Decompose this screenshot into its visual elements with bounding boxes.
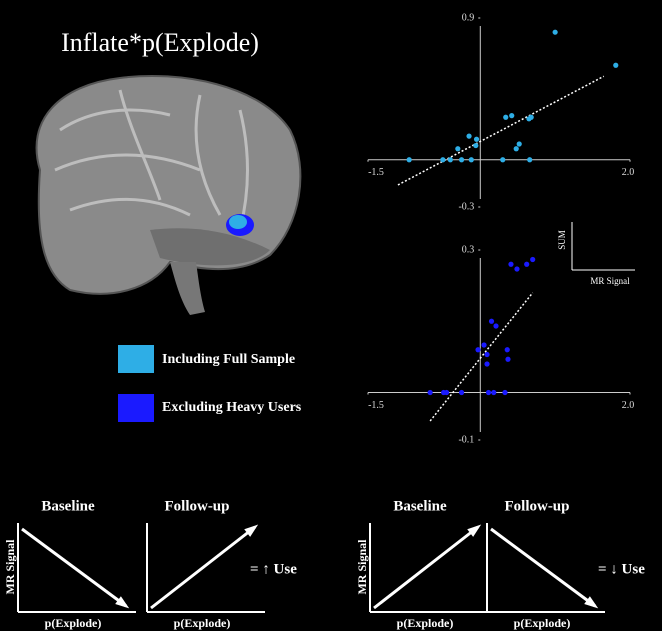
legend-swatch (118, 345, 154, 373)
point (505, 347, 510, 352)
schematic-ylabel: MR Signal (3, 539, 17, 595)
schematic-ylabel: MR Signal (355, 539, 369, 595)
point (455, 146, 460, 151)
point (491, 390, 496, 395)
y-tick-label: 0.9 (462, 12, 475, 23)
point (448, 157, 453, 162)
legend-label: Including Full Sample (162, 352, 295, 367)
point (469, 157, 474, 162)
point (502, 390, 507, 395)
schematic-xlabel: p(Explode) (45, 616, 102, 630)
figure: Inflate*p(Explode) Including Full Sample… (0, 0, 662, 631)
point (486, 390, 491, 395)
legend-swatch (118, 394, 154, 422)
point (493, 323, 498, 328)
point (508, 262, 513, 267)
point (484, 361, 489, 366)
point (466, 134, 471, 139)
point (484, 352, 489, 357)
x-tick-label: 2.0 (622, 400, 635, 411)
point (481, 342, 486, 347)
point (514, 266, 519, 271)
legend-label: Excluding Heavy Users (162, 400, 302, 415)
schematic-xlabel: p(Explode) (514, 616, 571, 630)
schematic-result: = ↑ Use (250, 561, 297, 577)
point (500, 157, 505, 162)
point (613, 63, 618, 68)
point (475, 347, 480, 352)
schematic-xlabel: p(Explode) (397, 616, 454, 630)
x-tick-label: -1.5 (368, 167, 384, 178)
point (514, 146, 519, 151)
y-tick-label: -0.1 (458, 434, 474, 445)
point (489, 319, 494, 324)
point (459, 157, 464, 162)
point (503, 115, 508, 120)
point (509, 113, 514, 118)
point (529, 115, 534, 120)
point (517, 141, 522, 146)
x-tick-label: -1.5 (368, 400, 384, 411)
schematic-title: Baseline (41, 498, 95, 514)
point (474, 137, 479, 142)
inset-xlabel: MR Signal (590, 276, 630, 286)
schematic-title: Follow-up (504, 498, 569, 514)
y-tick-label: -0.3 (458, 201, 474, 212)
schematic-title: Follow-up (164, 498, 229, 514)
x-tick-label: 2.0 (622, 167, 635, 178)
figure-title: Inflate*p(Explode) (61, 28, 259, 57)
y-tick-label: 0.3 (462, 244, 475, 255)
schematic-title: Baseline (393, 498, 447, 514)
point (444, 390, 449, 395)
point (527, 157, 532, 162)
inset-ylabel: SUM (557, 230, 567, 250)
point (473, 143, 478, 148)
point (505, 357, 510, 362)
point (407, 157, 412, 162)
schematic-result: = ↓ Use (598, 561, 645, 577)
point (524, 262, 529, 267)
point (440, 157, 445, 162)
point (459, 390, 464, 395)
point (553, 30, 558, 35)
point (530, 257, 535, 262)
point (428, 390, 433, 395)
schematic-xlabel: p(Explode) (174, 616, 231, 630)
